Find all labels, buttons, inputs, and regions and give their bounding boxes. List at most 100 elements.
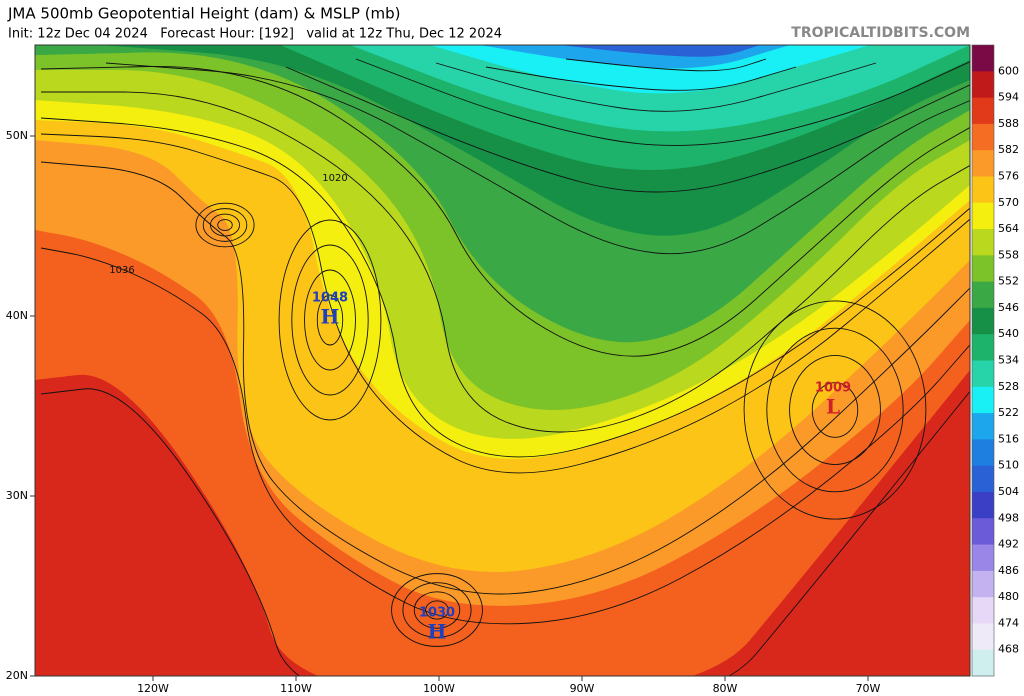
subtitle: Init: 12z Dec 04 2024 Forecast Hour: [19…: [8, 27, 502, 42]
isobar: [789, 355, 881, 465]
isobar: [291, 244, 369, 396]
map-frame: [34, 44, 971, 677]
colorbar-segment: [972, 623, 994, 651]
colorbar-segment: [972, 255, 994, 283]
isobar: [425, 600, 449, 620]
contour-line: [40, 133, 970, 474]
colorbar-segment: [972, 307, 994, 335]
pressure-symbol: H: [428, 620, 447, 644]
colorbar-segment: [972, 281, 994, 309]
colorbar-segment: [972, 202, 994, 230]
isobar: [278, 219, 382, 421]
colorbar-segment: [972, 386, 994, 414]
colorbar-segment: [972, 123, 994, 151]
isobar: [811, 382, 859, 438]
contour-line: [105, 62, 970, 255]
contour-line: [40, 161, 970, 595]
x-label: 70W: [856, 682, 881, 695]
colorbar-label: 552: [998, 275, 1019, 288]
colorbar-label: 498: [998, 511, 1019, 524]
colorbar-label: 540: [998, 327, 1019, 340]
colorbar-label: 510: [998, 459, 1019, 472]
title: JMA 500mb Geopotential Height (dam) & MS…: [7, 5, 401, 23]
contour-line: [355, 58, 970, 146]
colorbar-label: 480: [998, 590, 1019, 603]
colorbar-label: 576: [998, 169, 1019, 182]
colorbar-segment: [972, 71, 994, 99]
colorbar-label: 504: [998, 485, 1019, 498]
colorbar-label: 546: [998, 301, 1019, 314]
contour-line: [40, 247, 970, 625]
isobar: [210, 213, 240, 237]
colorbar-label: 594: [998, 91, 1019, 104]
height-band: [35, 45, 970, 57]
isobar: [217, 219, 233, 231]
colorbar-segment: [972, 491, 994, 519]
contour-line: [285, 66, 970, 193]
x-label: 100W: [423, 682, 455, 695]
contour-line: [565, 58, 767, 72]
contour-label: 1036: [109, 265, 134, 276]
isobar: [743, 300, 927, 520]
colorbar-segment: [972, 597, 994, 624]
colorbar-label: 492: [998, 538, 1019, 551]
pressure-symbol: H: [321, 305, 340, 329]
x-label: 90W: [570, 682, 595, 695]
colorbar-label: 564: [998, 222, 1019, 235]
map-area: [35, 45, 970, 676]
colorbar-label: 474: [998, 616, 1019, 629]
isobar: [195, 202, 255, 248]
contour-line: [435, 62, 877, 112]
pressure-symbol: L: [826, 395, 840, 419]
colorbar-label: 468: [998, 643, 1019, 656]
colorbar-label: 588: [998, 117, 1019, 130]
colorbar-label: 570: [998, 196, 1019, 209]
colorbar-segment: [972, 518, 994, 546]
y-label: 30N: [6, 489, 28, 502]
isobar: [391, 573, 483, 647]
colorbar-segment: [972, 413, 994, 440]
colorbar-segment: [972, 176, 994, 204]
colorbar-label: 522: [998, 406, 1019, 419]
y-label: 20N: [6, 669, 28, 682]
colorbar-segment: [972, 229, 994, 256]
colorbar-label: 558: [998, 248, 1019, 261]
colorbar-segment: [972, 439, 994, 467]
colorbar-segment: [972, 649, 994, 677]
colorbar-label: 486: [998, 564, 1019, 577]
isobar: [304, 269, 356, 371]
isobar: [413, 591, 461, 629]
y-label: 40N: [6, 309, 28, 322]
isobar: [766, 327, 904, 493]
isobar: [202, 208, 248, 242]
contour-line: [485, 66, 797, 91]
contour-line: [40, 388, 970, 676]
colorbar-segment: [972, 360, 994, 388]
colorbar-label: 516: [998, 432, 1019, 445]
x-label: 110W: [280, 682, 312, 695]
x-label: 120W: [137, 682, 169, 695]
isobar: [316, 294, 344, 346]
colorbar-segment: [972, 544, 994, 572]
colorbar-segment: [972, 465, 994, 493]
isobar: [402, 582, 472, 638]
contour-label: 1020: [322, 173, 347, 184]
pressure-value: 1030: [419, 606, 455, 621]
colorbar-segment: [972, 334, 994, 361]
colorbar-segment: [972, 45, 994, 72]
x-label: 80W: [713, 682, 738, 695]
watermark: TROPICALTIDBITS.COM: [791, 25, 970, 41]
pressure-value: 1009: [815, 381, 851, 396]
contour-line: [41, 91, 970, 433]
y-label: 50N: [6, 129, 28, 142]
colorbar-segment: [972, 570, 994, 598]
colorbar-label: 528: [998, 380, 1019, 393]
colorbar-label: 582: [998, 143, 1019, 156]
colorbar-label: 534: [998, 354, 1019, 367]
colorbar-label: 600: [998, 64, 1019, 77]
colorbar-segment: [972, 97, 994, 125]
pressure-value: 1048: [312, 291, 348, 306]
colorbar-segment: [972, 150, 994, 177]
